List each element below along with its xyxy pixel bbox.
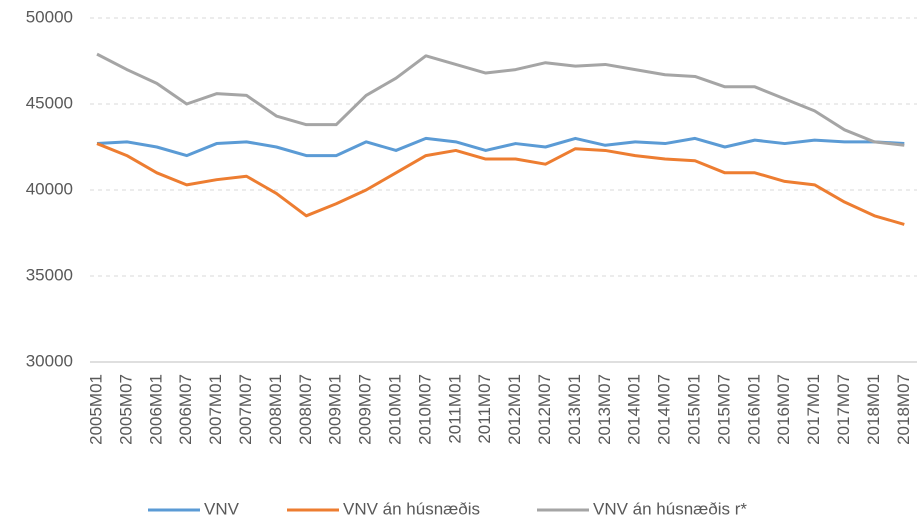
x-tick-label: 2013M01: [565, 374, 584, 445]
series-line: [96, 136, 905, 158]
x-tick-label: 2010M07: [415, 374, 434, 445]
x-tick-label: 2010M01: [385, 374, 404, 445]
y-tick-label: 50000: [26, 7, 73, 26]
x-tick-label: 2018M01: [864, 374, 883, 445]
y-tick-label: 35000: [26, 265, 73, 284]
series-line: [96, 52, 905, 147]
y-tick-label: 30000: [26, 351, 73, 370]
x-tick-label: 2012M01: [505, 374, 524, 445]
x-tick-label: 2018M07: [894, 374, 913, 445]
x-tick-label: 2017M01: [804, 374, 823, 445]
x-tick-label: 2013M07: [595, 374, 614, 445]
x-tick-label: 2006M07: [176, 374, 195, 445]
x-tick-label: 2009M07: [356, 374, 375, 445]
x-tick-label: 2014M01: [625, 374, 644, 445]
x-tick-label: 2008M07: [296, 374, 315, 445]
x-tick-label: 2016M01: [744, 374, 763, 445]
x-tick-label: 2007M07: [236, 374, 255, 445]
x-tick-label: 2017M07: [834, 374, 853, 445]
x-tick-label: 2011M01: [445, 374, 464, 444]
x-tick-label: 2011M07: [475, 374, 494, 444]
x-tick-label: 2006M01: [146, 374, 165, 445]
x-tick-label: 2008M01: [266, 374, 285, 445]
x-tick-label: 2009M01: [326, 374, 345, 445]
x-tick-label: 2012M07: [535, 374, 554, 445]
x-tick-label: 2016M07: [774, 374, 793, 445]
legend-label: VNV: [204, 499, 240, 518]
x-tick-label: 2005M01: [86, 374, 105, 445]
legend-label: VNV án húsnæðis r*: [593, 499, 747, 518]
x-tick-label: 2005M07: [116, 374, 135, 445]
y-tick-label: 40000: [26, 179, 73, 198]
x-tick-label: 2015M07: [714, 374, 733, 445]
legend-label: VNV án húsnæðis: [343, 499, 480, 518]
y-tick-label: 45000: [26, 93, 73, 112]
x-tick-label: 2015M01: [684, 374, 703, 445]
x-tick-label: 2014M07: [655, 374, 674, 445]
x-tick-label: 2007M01: [206, 374, 225, 445]
series-line: [96, 142, 905, 226]
